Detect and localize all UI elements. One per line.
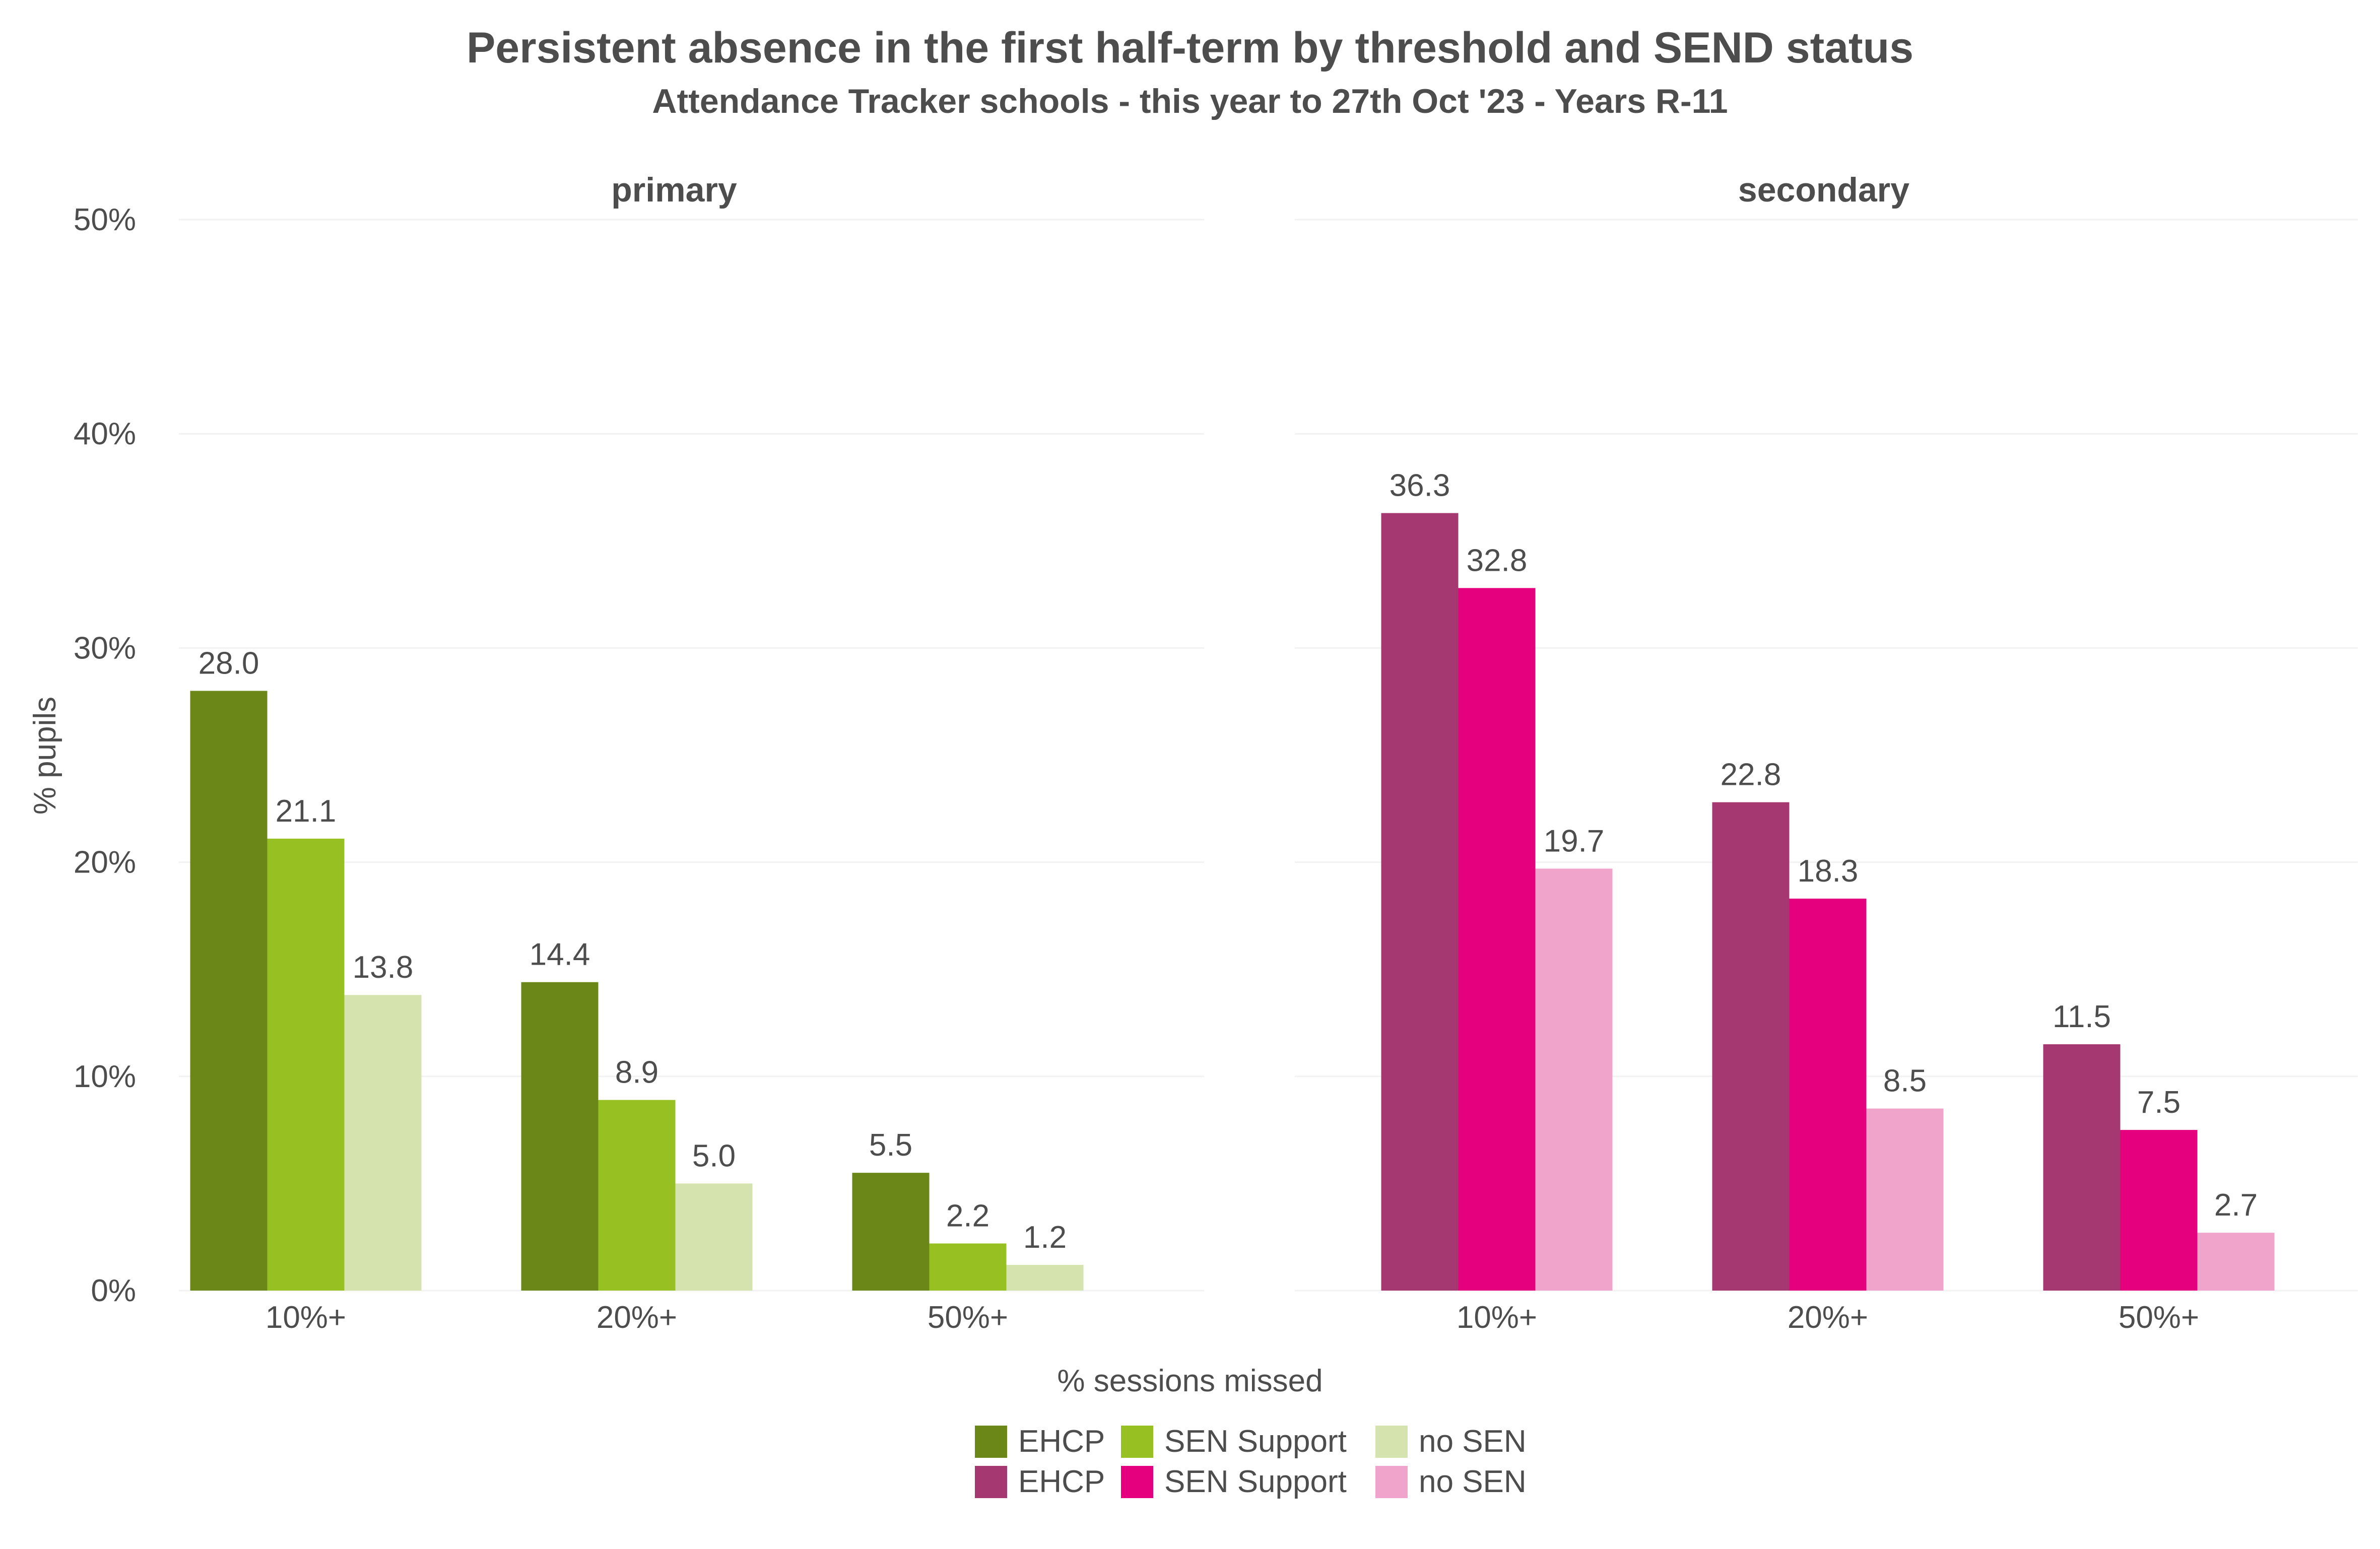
data-label: 2.2 <box>946 1198 989 1233</box>
data-label: 36.3 <box>1390 468 1450 503</box>
data-label: 14.4 <box>530 937 590 972</box>
bar <box>267 838 345 1291</box>
x-axis-title: % sessions missed <box>1057 1364 1323 1398</box>
data-label: 13.8 <box>353 950 414 985</box>
bar <box>2043 1044 2121 1291</box>
legend-label: SEN Support <box>1164 1464 1347 1499</box>
bar <box>1866 1108 1944 1291</box>
bar <box>1535 868 1613 1291</box>
x-tick-label: 10%+ <box>1457 1300 1537 1335</box>
legend-label: EHCP <box>1018 1464 1105 1499</box>
y-axis-title: % pupils <box>28 697 62 815</box>
bar <box>521 982 599 1291</box>
data-label: 21.1 <box>276 794 337 829</box>
bar <box>1381 513 1459 1291</box>
y-tick-label: 30% <box>74 631 136 665</box>
data-label: 18.3 <box>1798 854 1859 889</box>
data-label: 32.8 <box>1467 543 1528 578</box>
data-label: 1.2 <box>1023 1220 1067 1255</box>
legend-swatch <box>975 1466 1007 1498</box>
x-tick-label: 50%+ <box>2119 1300 2199 1335</box>
facet-label: secondary <box>1738 171 1909 209</box>
data-label: 8.9 <box>615 1055 658 1090</box>
y-tick-label: 50% <box>74 203 136 237</box>
x-tick-label: 20%+ <box>597 1300 677 1335</box>
legend: EHCP SEN Support no SEN EHCP SEN Support no S… <box>975 1424 1527 1499</box>
legend-swatch <box>1375 1426 1408 1458</box>
bar <box>675 1183 753 1291</box>
bar <box>2197 1233 2275 1291</box>
data-label: 19.7 <box>1544 824 1605 858</box>
data-label: 5.5 <box>869 1128 912 1163</box>
bar <box>598 1100 676 1291</box>
data-label: 7.5 <box>2137 1085 2180 1120</box>
x-tick-label: 50%+ <box>928 1300 1008 1335</box>
legend-swatch <box>975 1426 1007 1458</box>
legend-label: EHCP <box>1018 1424 1105 1459</box>
bar <box>190 691 268 1291</box>
facet-label: primary <box>611 171 737 209</box>
chart-subtitle: Attendance Tracker schools - this year t… <box>652 82 1728 120</box>
bar <box>1006 1264 1084 1291</box>
x-tick-label: 10%+ <box>266 1300 346 1335</box>
legend-swatch <box>1121 1466 1153 1498</box>
x-tick-label: 20%+ <box>1788 1300 1868 1335</box>
bar <box>2120 1130 2198 1291</box>
bar <box>852 1173 930 1291</box>
bar <box>344 995 422 1291</box>
plot-area: 0% 10% 20% 30% 40% 50% primary 10%+ 20%+ 50%+ 28.0… <box>74 171 2358 1335</box>
data-label: 22.8 <box>1721 758 1781 792</box>
bar <box>929 1243 1007 1291</box>
bar <box>1458 588 1536 1291</box>
legend-label: SEN Support <box>1164 1424 1347 1459</box>
data-label: 2.7 <box>2214 1188 2258 1223</box>
y-tick-label: 20% <box>74 845 136 880</box>
data-label: 28.0 <box>199 646 259 681</box>
y-tick-label: 0% <box>91 1273 136 1308</box>
bar <box>1789 898 1867 1291</box>
data-label: 11.5 <box>2053 999 2111 1034</box>
chart-title: Persistent absence in the first half-ter… <box>467 24 1913 72</box>
y-tick-label: 10% <box>74 1059 136 1094</box>
data-label: 8.5 <box>1883 1064 1927 1099</box>
bar <box>1712 802 1790 1291</box>
y-tick-label: 40% <box>74 417 136 451</box>
legend-label: no SEN <box>1419 1464 1527 1499</box>
data-label: 5.0 <box>692 1138 736 1173</box>
legend-swatch <box>1121 1426 1153 1458</box>
legend-label: no SEN <box>1419 1424 1527 1459</box>
legend-swatch <box>1375 1466 1408 1498</box>
